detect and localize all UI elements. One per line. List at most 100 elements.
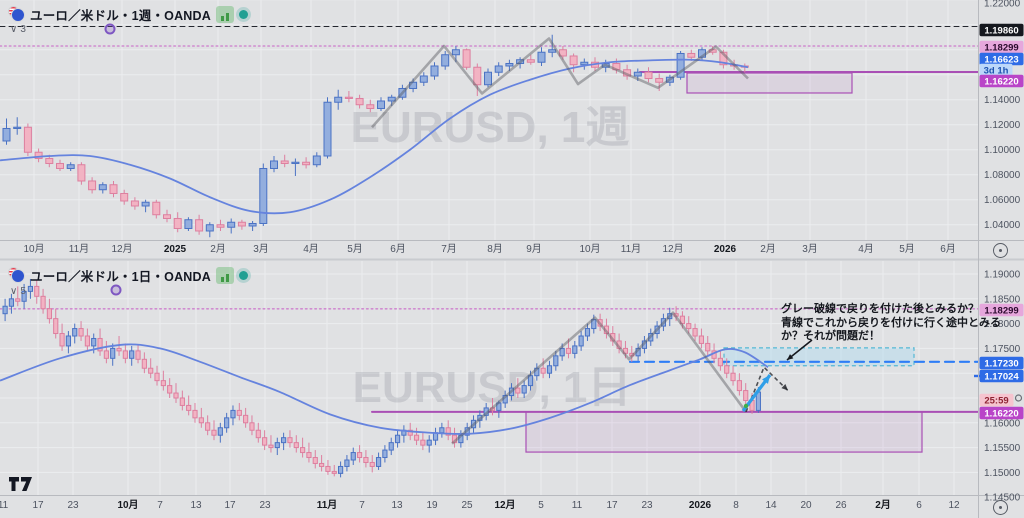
time-tick: 12月: [111, 243, 132, 255]
price-tick: 1.18000: [984, 319, 1021, 330]
price-label-117230[interactable]: 1.17230: [979, 356, 1024, 370]
svg-text:25:59: 25:59: [984, 395, 1008, 406]
marker-dot: [743, 403, 749, 409]
time-tick: 12: [948, 500, 960, 511]
time-tick: 2026: [689, 500, 712, 511]
time-tick: 4月: [303, 243, 319, 255]
status-dot: [238, 9, 248, 19]
time-tick: 10月: [579, 243, 600, 255]
time-tick: 23: [67, 500, 79, 511]
price-tick: 1.14500: [984, 493, 1021, 504]
time-tick: 9月: [526, 243, 542, 255]
daily-support-box[interactable]: [525, 411, 923, 453]
svg-text:1.18299: 1.18299: [984, 42, 1018, 53]
time-tick: 2026: [714, 244, 737, 255]
price-label-119860[interactable]: 1.19860: [979, 23, 1024, 37]
daily-time-axis[interactable]: 11172310月713172311月713192512月51117232026…: [0, 499, 960, 511]
time-tick: 26: [835, 500, 847, 511]
time-tick: 2月: [760, 243, 776, 255]
time-tick: 3月: [802, 243, 818, 255]
price-label-117024[interactable]: 1.17024: [979, 369, 1024, 383]
price-tick: 1.04000: [984, 220, 1021, 231]
daily-candles: [2, 278, 761, 478]
time-tick: 8: [733, 500, 739, 511]
svg-text:3d 1h: 3d 1h: [984, 65, 1009, 76]
weekly-price-axis[interactable]: 1.22000 1.14000 1.12000 1.10000 1.08000 1.060…: [979, 0, 1024, 231]
price-label-118299[interactable]: 1.18299: [979, 40, 1024, 54]
time-tick: 5月: [899, 243, 915, 255]
weekly-moving-average-line[interactable]: [0, 58, 749, 215]
time-tick: 13: [190, 500, 202, 511]
weekly-time-axis[interactable]: 10月 11月 12月 2025 2月 3月 4月 5月 6月 7月 8月 9月 10月 11月 12月 20…: [23, 243, 955, 255]
price-tick: 1.18500: [984, 294, 1021, 305]
time-tick: 19: [426, 500, 438, 511]
collapse-count: 5: [20, 286, 26, 297]
weekly-chart-header[interactable]: ユーロ／米ドル・1週・OANDA: [8, 5, 248, 23]
time-tick: 12月: [494, 499, 515, 511]
daily-object-tree-collapse[interactable]: ∨ 5: [10, 286, 26, 297]
time-tick: 11月: [317, 499, 338, 511]
time-tick: 3月: [253, 243, 269, 255]
svg-text:1.16220: 1.16220: [984, 408, 1018, 419]
weekly-drawing-anchor-handle[interactable]: [104, 23, 116, 35]
price-tick: 1.16000: [984, 418, 1021, 429]
price-label-116220[interactable]: 1.16220: [979, 74, 1024, 88]
weekly-support-box[interactable]: [686, 72, 853, 94]
weekly-watermark: EURUSD, 1週: [351, 103, 630, 152]
daily-gray-zigzag[interactable]: [451, 311, 748, 445]
price-label-118299[interactable]: 1.18299: [979, 303, 1024, 317]
note-line-1: グレー破線で戻りを付けた後とみるか？: [781, 303, 979, 315]
time-tick: 4月: [858, 243, 874, 255]
time-tick: 10月: [23, 243, 44, 255]
daily-plot-area[interactable]: EURUSD, 1日: [0, 261, 978, 497]
time-tick: 20: [800, 500, 812, 511]
analysis-note[interactable]: グレー破線で戻りを付けた後とみるか？ 青線でこれから戻りを付けに行く途中とみる …: [781, 303, 1001, 344]
daily-watermark: EURUSD, 1日: [353, 363, 632, 412]
candles-icon: [215, 5, 234, 23]
clock-icon: [1014, 394, 1023, 402]
weekly-axis-settings-icon[interactable]: [993, 243, 1008, 258]
daily-chart-title[interactable]: ユーロ／米ドル・1日・OANDA: [30, 269, 211, 284]
tradingview-logo[interactable]: [9, 477, 33, 492]
chevron-down-icon[interactable]: ∨: [10, 24, 18, 35]
price-tick: 1.15000: [984, 468, 1021, 479]
svg-text:1.18299: 1.18299: [984, 305, 1018, 316]
price-label-3d1h[interactable]: 3d 1h: [979, 63, 1013, 77]
svg-text:1.17230: 1.17230: [984, 358, 1018, 369]
weekly-gray-zigzag[interactable]: [371, 37, 749, 129]
time-tick: 2月: [875, 499, 891, 511]
tradingview-logo-glyph: [9, 477, 32, 491]
time-tick: 17: [32, 500, 44, 511]
status-dot: [238, 270, 248, 280]
price-tick: 1.19000: [984, 270, 1021, 281]
daily-axis-settings-icon[interactable]: [993, 500, 1008, 515]
time-tick: 23: [259, 500, 271, 511]
time-tick: 2月: [210, 243, 226, 255]
price-tick: 1.17500: [984, 344, 1021, 355]
daily-chart-header[interactable]: ユーロ／米ドル・1日・OANDA: [8, 266, 248, 284]
time-tick: 11: [572, 500, 583, 511]
time-tick: 6: [916, 500, 922, 511]
price-tick: 1.14000: [984, 95, 1021, 106]
time-tick: 6月: [940, 243, 956, 255]
weekly-plot-area[interactable]: EURUSD, 1週: [0, 0, 978, 240]
weekly-chart-title[interactable]: ユーロ／米ドル・1週・OANDA: [30, 8, 211, 23]
daily-drawing-anchor-handle[interactable]: [110, 284, 122, 296]
time-tick: 14: [765, 500, 777, 511]
weekly-object-tree-collapse[interactable]: ∨ 3: [10, 24, 26, 35]
svg-text:1.17024: 1.17024: [984, 371, 1019, 382]
price-label-2559[interactable]: 25:59: [979, 393, 1023, 407]
price-label-116623[interactable]: 1.16623: [979, 52, 1024, 66]
time-tick: 25: [461, 500, 473, 511]
daily-price-axis[interactable]: 1.19000 1.18500 1.18000 1.17500 1.16000 1.155…: [974, 270, 1024, 504]
price-tick: 1.22000: [984, 0, 1021, 10]
time-tick: 2025: [164, 244, 187, 255]
svg-text:1.16220: 1.16220: [984, 76, 1018, 87]
daily-moving-average-line[interactable]: [0, 343, 769, 435]
note-line-3: か？それが問題だ！: [781, 330, 880, 342]
chevron-down-icon[interactable]: ∨: [10, 286, 18, 297]
svg-text:1.16623: 1.16623: [984, 54, 1018, 65]
price-label-116220[interactable]: 1.16220: [979, 406, 1024, 420]
time-tick: 10月: [117, 499, 138, 511]
